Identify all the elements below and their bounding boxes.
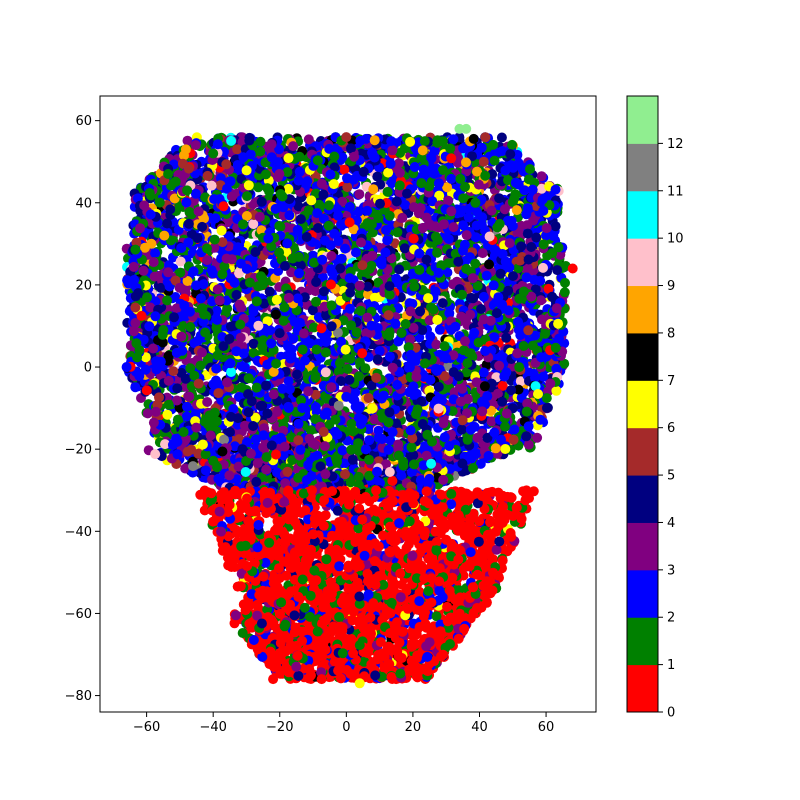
- scatter-point: [318, 189, 329, 200]
- scatter-point: [316, 178, 327, 189]
- scatter-point: [443, 234, 454, 244]
- scatter-point: [468, 463, 478, 474]
- scatter-point: [294, 268, 305, 279]
- scatter-point: [477, 248, 488, 259]
- scatter-point: [501, 332, 512, 343]
- scatter-point: [522, 220, 533, 231]
- scatter-point: [130, 382, 141, 393]
- scatter-point: [303, 134, 314, 145]
- scatter-point: [334, 358, 345, 369]
- scatter-point: [339, 164, 350, 175]
- scatter-point: [406, 442, 417, 453]
- scatter-point: [374, 346, 385, 356]
- scatter-points: [121, 123, 578, 689]
- scatter-point: [532, 432, 543, 443]
- scatter-point: [393, 336, 404, 347]
- scatter-point: [380, 247, 391, 258]
- scatter-point: [162, 295, 173, 306]
- scatter-point: [434, 324, 445, 335]
- scatter-point: [340, 243, 350, 254]
- scatter-point: [372, 354, 383, 365]
- scatter-point: [496, 132, 507, 143]
- scatter-point: [417, 325, 428, 335]
- scatter-point: [480, 132, 491, 143]
- scatter-point: [367, 403, 378, 414]
- scatter-point: [226, 367, 237, 377]
- scatter-point: [394, 264, 405, 275]
- scatter-point: [550, 221, 561, 232]
- scatter-point: [150, 248, 161, 259]
- scatter-point: [392, 227, 403, 238]
- scatter-point: [360, 363, 371, 374]
- scatter-point: [468, 133, 479, 144]
- scatter-point: [250, 247, 261, 257]
- scatter-point: [214, 295, 225, 306]
- scatter-point: [456, 424, 467, 435]
- scatter-point: [354, 189, 365, 200]
